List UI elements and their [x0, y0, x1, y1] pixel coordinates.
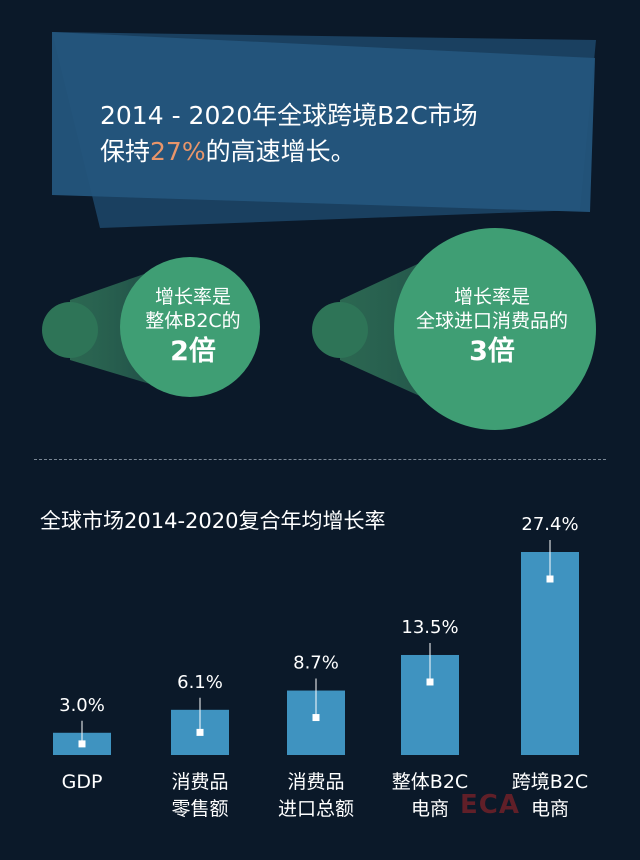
category-label: 电商 — [411, 798, 449, 820]
headline-line2-prefix: 保持 — [100, 137, 151, 166]
category-label: 零售额 — [171, 798, 228, 820]
banner-front-shape — [52, 32, 595, 212]
callout-circles — [42, 228, 596, 430]
value-label: 8.7% — [293, 653, 339, 674]
category-label: GDP — [62, 771, 103, 793]
bar-marker — [196, 728, 204, 736]
headline-line1: 2014 - 2020年全球跨境B2C市场 — [100, 101, 478, 130]
headline-banner — [52, 32, 596, 228]
callout2-small-circle — [312, 302, 368, 358]
category-label: 消费品 — [171, 771, 228, 793]
bar-marker — [546, 575, 554, 583]
callout1-circle — [120, 257, 260, 397]
callout1-multiple: 2倍 — [170, 336, 216, 367]
category-label: 电商 — [531, 798, 569, 820]
callout2-multiple: 3倍 — [469, 336, 515, 367]
value-label: 13.5% — [401, 617, 458, 638]
category-label: 消费品 — [287, 771, 344, 793]
watermark-logo: ECA — [460, 790, 520, 820]
headline-line2-suffix: 的高速增长。 — [205, 137, 356, 166]
headline-highlight: 27% — [150, 137, 206, 166]
callout2-circle — [394, 228, 596, 430]
category-label: 跨境B2C — [512, 771, 588, 793]
callout1-line2: 整体B2C的 — [145, 310, 241, 332]
callout2-text: 增长率是 全球进口消费品的 3倍 — [392, 285, 592, 371]
value-label: 27.4% — [521, 514, 578, 535]
bar-marker — [312, 714, 320, 722]
callout1-line1: 增长率是 — [154, 286, 231, 308]
bar-marker — [78, 740, 86, 748]
value-label: 6.1% — [177, 672, 223, 693]
headline: 2014 - 2020年全球跨境B2C市场 保持27%的高速增长。 — [100, 98, 570, 170]
callout1-small-circle — [42, 302, 98, 358]
category-label: 进口总额 — [278, 798, 354, 820]
callout2-line2: 全球进口消费品的 — [415, 310, 568, 332]
section-divider — [34, 459, 606, 460]
category-label: 整体B2C — [392, 771, 468, 793]
bar — [521, 552, 579, 755]
bar-marker — [426, 678, 434, 686]
value-label: 3.0% — [59, 695, 105, 716]
callout1-text: 增长率是 整体B2C的 2倍 — [118, 285, 268, 371]
chart-title: 全球市场2014-2020复合年均增长率 — [40, 509, 386, 533]
callout2-line1: 增长率是 — [453, 286, 530, 308]
